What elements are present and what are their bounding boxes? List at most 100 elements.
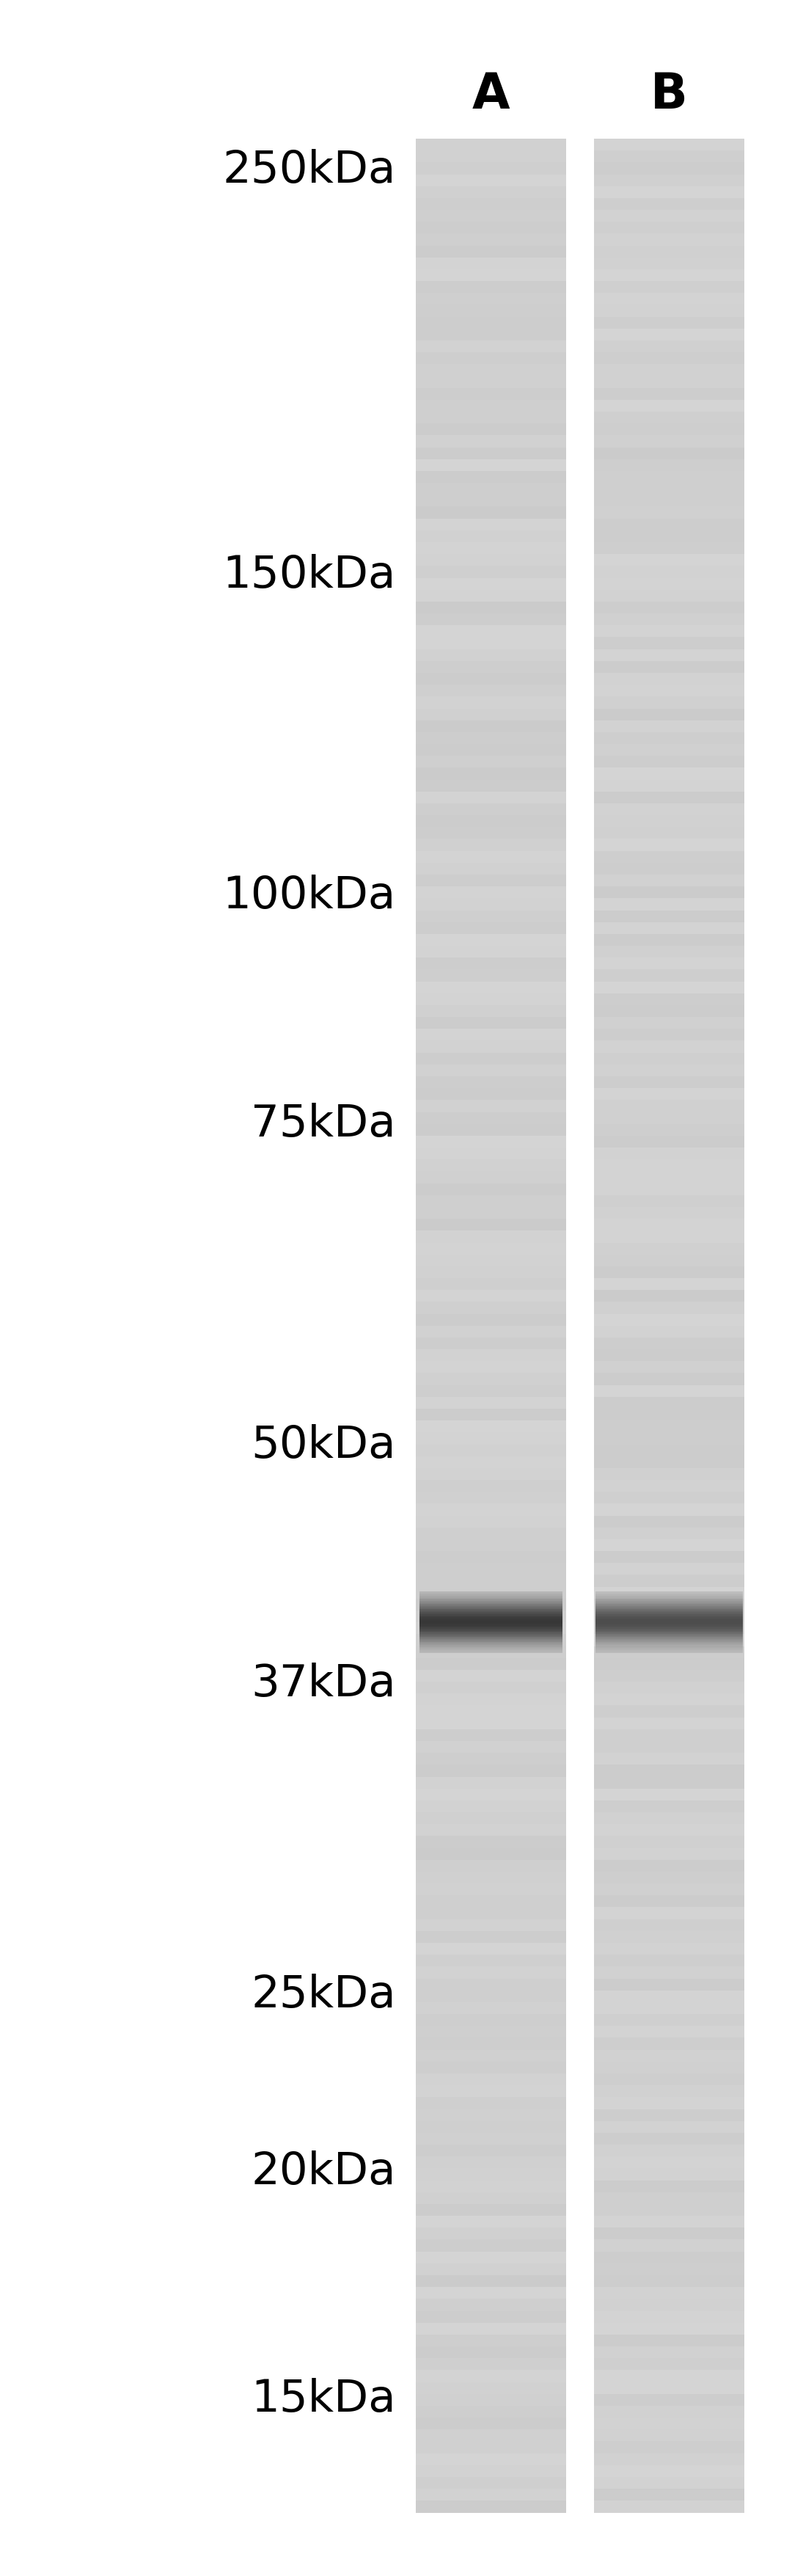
Bar bbox=[594, 744, 744, 757]
Bar bbox=[594, 518, 744, 531]
Bar bbox=[416, 2228, 566, 2239]
Bar bbox=[416, 1159, 566, 1172]
Bar bbox=[416, 580, 566, 590]
Bar bbox=[416, 1659, 566, 1669]
Bar bbox=[594, 162, 744, 175]
Bar bbox=[594, 1468, 744, 1481]
Bar bbox=[594, 1492, 744, 1504]
Bar bbox=[416, 876, 566, 886]
Bar bbox=[416, 1741, 566, 1754]
Bar bbox=[594, 2014, 744, 2027]
Bar bbox=[594, 2370, 744, 2383]
Bar bbox=[416, 1100, 566, 1113]
Bar bbox=[416, 1824, 566, 1837]
Bar bbox=[416, 1777, 566, 1788]
Bar bbox=[594, 2002, 744, 2014]
Bar bbox=[594, 1860, 744, 1873]
Bar bbox=[594, 2110, 744, 2120]
Bar bbox=[594, 1396, 744, 1409]
Bar bbox=[416, 162, 566, 175]
Bar bbox=[594, 2287, 744, 2298]
Bar bbox=[416, 1218, 566, 1231]
Bar bbox=[416, 2264, 566, 2275]
Bar bbox=[416, 1564, 566, 1574]
Bar bbox=[416, 1303, 566, 1314]
Bar bbox=[594, 1064, 744, 1077]
Bar bbox=[594, 281, 744, 294]
Bar bbox=[594, 389, 744, 399]
Bar bbox=[594, 2251, 744, 2264]
Bar bbox=[594, 1255, 744, 1267]
Bar bbox=[416, 330, 566, 340]
Bar bbox=[416, 1386, 566, 1396]
Bar bbox=[594, 639, 744, 649]
Bar bbox=[594, 317, 744, 330]
Bar bbox=[594, 258, 744, 270]
Bar bbox=[594, 1267, 744, 1278]
Bar bbox=[416, 2406, 566, 2419]
Bar bbox=[416, 2192, 566, 2205]
Bar bbox=[416, 804, 566, 817]
Bar bbox=[416, 1623, 566, 1636]
Bar bbox=[594, 1182, 744, 1195]
Bar bbox=[416, 471, 566, 484]
Bar bbox=[416, 1314, 566, 1327]
Bar bbox=[594, 685, 744, 698]
Bar bbox=[594, 567, 744, 580]
Bar bbox=[416, 1005, 566, 1018]
Bar bbox=[416, 518, 566, 531]
Bar bbox=[594, 757, 744, 768]
Text: 20kDa: 20kDa bbox=[251, 2151, 396, 2192]
Bar bbox=[416, 1932, 566, 1942]
Bar bbox=[594, 2347, 744, 2360]
Bar bbox=[416, 1551, 566, 1564]
Bar bbox=[416, 817, 566, 827]
Bar bbox=[594, 2205, 744, 2215]
Bar bbox=[416, 2027, 566, 2038]
Bar bbox=[416, 1646, 566, 1659]
Bar bbox=[594, 270, 744, 281]
Bar bbox=[416, 2393, 566, 2406]
Bar bbox=[416, 1432, 566, 1445]
Bar bbox=[594, 2383, 744, 2393]
Bar bbox=[594, 1432, 744, 1445]
Bar bbox=[594, 1695, 744, 1705]
Bar bbox=[416, 1728, 566, 1741]
Bar bbox=[594, 1906, 744, 1919]
Bar bbox=[594, 1932, 744, 1942]
Bar bbox=[594, 2334, 744, 2347]
Bar bbox=[594, 981, 744, 994]
Bar bbox=[416, 1765, 566, 1777]
Bar bbox=[594, 863, 744, 876]
Bar bbox=[416, 247, 566, 258]
Bar bbox=[416, 531, 566, 544]
Bar bbox=[416, 2239, 566, 2251]
Bar bbox=[594, 544, 744, 554]
Bar bbox=[594, 1942, 744, 1955]
Bar bbox=[594, 1327, 744, 1337]
Bar bbox=[594, 1077, 744, 1090]
Bar bbox=[416, 1041, 566, 1054]
Bar bbox=[594, 1231, 744, 1242]
Text: 100kDa: 100kDa bbox=[223, 876, 396, 917]
Bar bbox=[416, 1278, 566, 1291]
Bar bbox=[594, 1919, 744, 1932]
Text: 37kDa: 37kDa bbox=[251, 1662, 396, 1705]
Bar bbox=[594, 2215, 744, 2228]
Bar bbox=[416, 1574, 566, 1587]
Bar bbox=[594, 1610, 744, 1623]
Bar bbox=[594, 1373, 744, 1386]
Bar bbox=[416, 2501, 566, 2512]
Bar bbox=[416, 2383, 566, 2393]
Bar bbox=[594, 1195, 744, 1208]
Text: B: B bbox=[651, 70, 687, 118]
Bar bbox=[594, 876, 744, 886]
Bar bbox=[416, 1705, 566, 1718]
Bar bbox=[594, 768, 744, 781]
Text: 75kDa: 75kDa bbox=[251, 1103, 396, 1146]
Bar bbox=[594, 603, 744, 613]
Bar bbox=[594, 507, 744, 518]
Bar bbox=[416, 768, 566, 781]
Bar bbox=[416, 399, 566, 412]
Bar bbox=[594, 1587, 744, 1600]
